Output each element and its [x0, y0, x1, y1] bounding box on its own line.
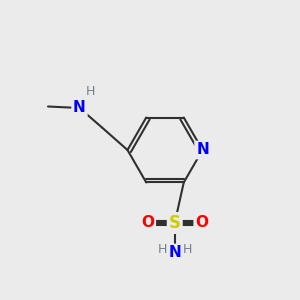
Text: O: O — [195, 215, 208, 230]
Text: N: N — [168, 245, 181, 260]
Text: H: H — [158, 244, 167, 256]
Text: S: S — [169, 214, 181, 232]
Text: N: N — [196, 142, 209, 158]
Text: H: H — [85, 85, 95, 98]
Text: N: N — [73, 100, 86, 116]
Text: H: H — [183, 244, 192, 256]
Text: O: O — [141, 215, 154, 230]
